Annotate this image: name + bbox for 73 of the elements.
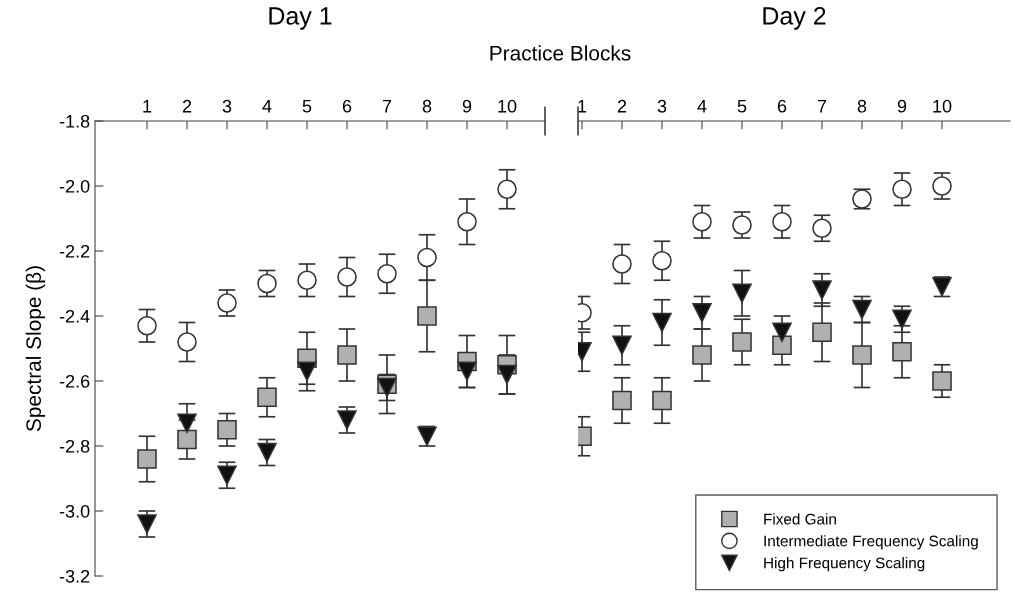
point bbox=[217, 419, 237, 440]
point bbox=[457, 211, 477, 232]
legend-label: Fixed Gain bbox=[764, 513, 836, 525]
point bbox=[812, 322, 832, 343]
y-tick-label: -3.0 bbox=[59, 504, 90, 518]
chart-title: Day 2 bbox=[763, 7, 826, 30]
point bbox=[177, 332, 197, 352]
point bbox=[337, 345, 357, 365]
x-tick-label: 6 bbox=[342, 99, 352, 113]
x-tick-label: 1 bbox=[143, 99, 152, 113]
point bbox=[892, 179, 912, 200]
point bbox=[257, 387, 277, 408]
chart-title: Day 1 bbox=[269, 7, 332, 30]
x-tick-label: 2 bbox=[617, 99, 627, 113]
x-tick-label: 8 bbox=[857, 99, 867, 113]
y-tick-label: -2.0 bbox=[59, 179, 90, 193]
x-tick-label: 10 bbox=[933, 99, 952, 113]
point bbox=[337, 267, 357, 287]
x-tick-label: 10 bbox=[498, 99, 517, 113]
x-tick-label: 8 bbox=[422, 99, 432, 113]
point bbox=[772, 335, 792, 356]
y-tick-label: -2.2 bbox=[59, 244, 90, 258]
point bbox=[932, 371, 952, 391]
point bbox=[137, 315, 157, 336]
point bbox=[177, 429, 197, 450]
y-tick-label: -3.2 bbox=[59, 569, 90, 583]
x-tick-label: 6 bbox=[777, 99, 787, 113]
point bbox=[732, 332, 752, 352]
x-tick-label: 3 bbox=[222, 99, 232, 113]
point bbox=[732, 283, 752, 304]
point bbox=[417, 247, 437, 268]
x-axis-title: Practice Blocks bbox=[490, 45, 631, 61]
point bbox=[297, 270, 317, 291]
legend-label: High Frequency Scaling bbox=[764, 557, 925, 572]
point bbox=[772, 322, 792, 343]
point bbox=[852, 345, 872, 365]
point bbox=[497, 364, 517, 385]
point bbox=[812, 280, 832, 300]
point bbox=[497, 179, 517, 200]
point bbox=[692, 302, 712, 323]
legend-label: Intermediate Frequency Scaling bbox=[764, 535, 978, 550]
point bbox=[417, 306, 437, 326]
y-axis-title: Spectral Slope (β) bbox=[25, 266, 46, 432]
x-tick-label: 9 bbox=[897, 99, 907, 113]
y-tick-label: -2.8 bbox=[59, 439, 90, 453]
x-tick-label: 4 bbox=[697, 99, 707, 113]
point bbox=[137, 449, 157, 469]
point bbox=[612, 390, 632, 411]
point bbox=[652, 312, 672, 333]
y-tick-label: -2.6 bbox=[59, 374, 90, 388]
x-tick-label: 7 bbox=[382, 99, 392, 113]
point bbox=[377, 263, 397, 284]
point bbox=[457, 361, 477, 382]
x-tick-label: 7 bbox=[817, 99, 827, 113]
x-tick-label: 9 bbox=[462, 99, 472, 113]
point bbox=[612, 335, 632, 356]
point bbox=[652, 390, 672, 411]
point bbox=[692, 211, 712, 232]
point bbox=[297, 361, 317, 382]
x-tick-label: 5 bbox=[302, 99, 312, 113]
x-tick-label: 1 bbox=[578, 99, 587, 113]
y-tick-label: -1.8 bbox=[59, 114, 90, 128]
x-tick-label: 3 bbox=[657, 99, 667, 113]
x-tick-label: 4 bbox=[262, 99, 272, 113]
point bbox=[892, 341, 912, 362]
point bbox=[692, 345, 712, 365]
x-tick-label: 5 bbox=[737, 99, 747, 113]
point bbox=[177, 413, 197, 434]
y-tick-label: -2.4 bbox=[59, 309, 90, 323]
point bbox=[772, 211, 792, 232]
x-tick-label: 2 bbox=[182, 99, 192, 113]
point bbox=[652, 250, 672, 271]
point bbox=[612, 254, 632, 274]
